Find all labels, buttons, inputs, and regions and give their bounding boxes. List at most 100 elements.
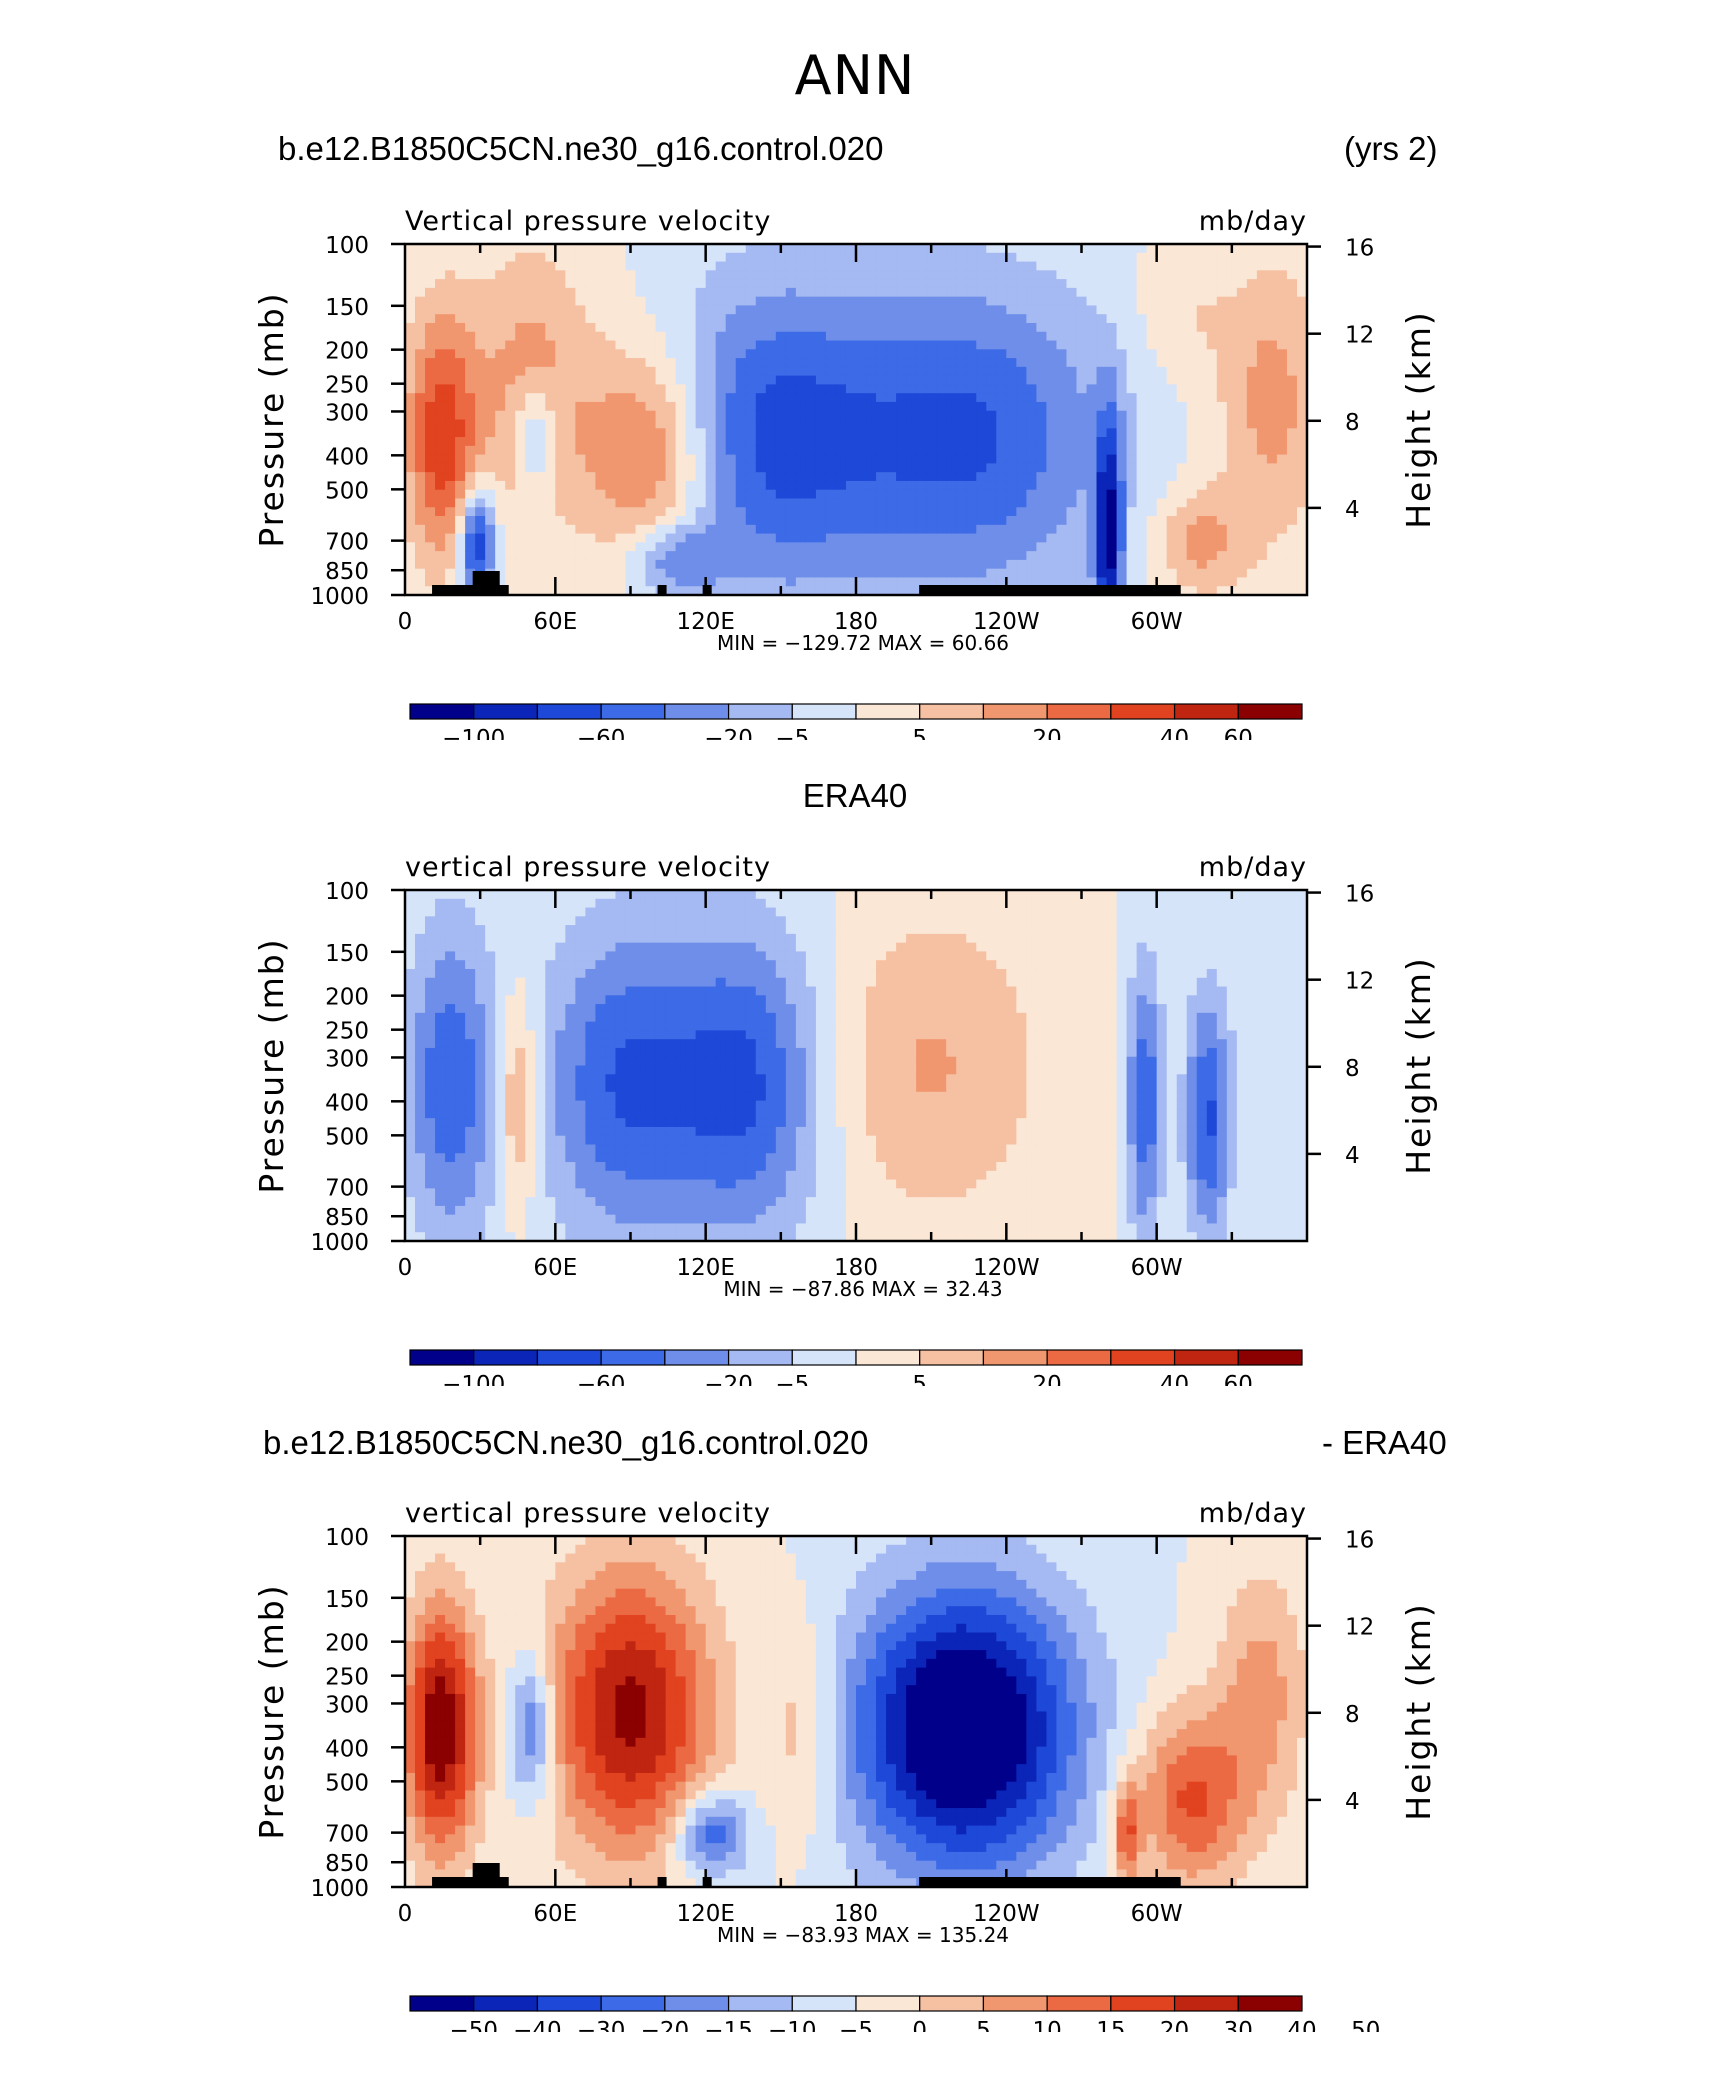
contour-cell — [515, 586, 526, 596]
contour-cell — [926, 454, 937, 464]
contour-cell — [435, 995, 446, 1005]
contour-cell — [1116, 261, 1128, 271]
contour-cell — [635, 270, 647, 280]
contour-cell — [996, 454, 1007, 464]
contour-cell — [415, 1179, 426, 1189]
contour-cell — [1166, 401, 1178, 412]
contour-cell — [635, 1118, 647, 1128]
contour-cell — [1196, 533, 1208, 543]
contour-cell — [515, 577, 526, 587]
contour-cell — [735, 445, 747, 456]
contour-cell — [555, 472, 566, 482]
contour-cell — [505, 287, 516, 298]
contour-cell — [695, 951, 707, 961]
contour-cell — [535, 1214, 546, 1225]
contour-cell — [1296, 305, 1308, 315]
contour-cell — [715, 1047, 727, 1058]
contour-cell — [906, 296, 917, 307]
contour-cell — [775, 568, 787, 579]
contour-cell — [525, 516, 536, 526]
contour-cell — [555, 1144, 566, 1154]
contour-cell — [1256, 322, 1268, 333]
contour-cell — [575, 942, 586, 953]
contour-cell — [555, 898, 566, 909]
contour-cell — [575, 340, 586, 350]
contour-cell — [1256, 454, 1268, 464]
contour-cell — [455, 410, 466, 421]
contour-cell — [685, 1214, 697, 1225]
contour-cell — [886, 507, 897, 517]
contour-cell — [575, 305, 586, 315]
contour-cell — [565, 1091, 576, 1102]
contour-cell — [1296, 516, 1308, 526]
contour-cell — [1226, 410, 1238, 421]
contour-cell — [535, 942, 546, 953]
contour-cell — [1236, 279, 1248, 289]
contour-cell — [946, 568, 957, 579]
contour-cell — [775, 314, 787, 324]
contour-cell — [946, 524, 957, 535]
contour-cell — [655, 472, 667, 482]
contour-cell — [565, 366, 576, 377]
contour-cell — [775, 533, 787, 543]
contour-cell — [936, 375, 947, 386]
contour-cell — [715, 366, 727, 377]
contour-cell — [515, 524, 526, 535]
contour-cell — [515, 1109, 526, 1119]
contour-cell — [515, 331, 526, 342]
contour-cell — [866, 252, 877, 263]
contour-cell — [845, 375, 857, 386]
contour-cell — [425, 287, 436, 298]
contour-cell — [505, 1083, 516, 1093]
contour-cell — [715, 1162, 727, 1172]
contour-cell — [695, 995, 707, 1005]
contour-cell — [425, 568, 436, 579]
contour-cell — [515, 1039, 526, 1049]
contour-cell — [1186, 568, 1198, 579]
contour-cell — [535, 559, 546, 570]
contour-cell — [856, 401, 867, 412]
contour-cell — [685, 270, 697, 280]
contour-cell — [926, 410, 937, 421]
contour-cell — [835, 577, 847, 587]
contour-cell — [615, 995, 627, 1005]
contour-cell — [715, 1153, 727, 1163]
contour-cell — [465, 331, 476, 342]
contour-cell — [665, 586, 677, 596]
contour-cell — [1276, 472, 1288, 482]
contour-cell — [415, 270, 426, 280]
contour-cell — [1226, 279, 1238, 289]
contour-cell — [625, 1179, 637, 1189]
contour-cell — [595, 340, 607, 350]
contour-cell — [1046, 419, 1058, 429]
contour-cell — [435, 1118, 446, 1128]
contour-cell — [1086, 252, 1098, 263]
contour-cell — [755, 551, 767, 561]
contour-cell — [545, 1188, 556, 1198]
contour-cell — [555, 1162, 566, 1172]
contour-cell — [475, 349, 486, 359]
contour-cell — [1136, 366, 1148, 377]
contour-cell — [485, 384, 496, 394]
contour-cell — [615, 542, 627, 552]
contour-cell — [535, 322, 546, 333]
contour-cell — [1156, 261, 1168, 271]
contour-cell — [685, 445, 697, 456]
contour-cell — [725, 454, 737, 464]
contour-cell — [665, 568, 677, 579]
contour-cell — [405, 951, 416, 961]
contour-cell — [946, 533, 957, 543]
contour-cell — [735, 244, 747, 254]
contour-cell — [725, 898, 737, 909]
contour-cell — [1096, 393, 1108, 403]
contour-cell — [1106, 305, 1118, 315]
contour-cell — [505, 916, 516, 926]
contour-cell — [675, 977, 687, 988]
contour-cell — [825, 498, 837, 508]
contour-cell — [595, 384, 607, 394]
contour-cell — [765, 270, 777, 280]
contour-cell — [715, 1012, 727, 1023]
contour-cell — [705, 1214, 717, 1225]
contour-cell — [655, 1162, 667, 1172]
contour-cell — [545, 1214, 556, 1225]
